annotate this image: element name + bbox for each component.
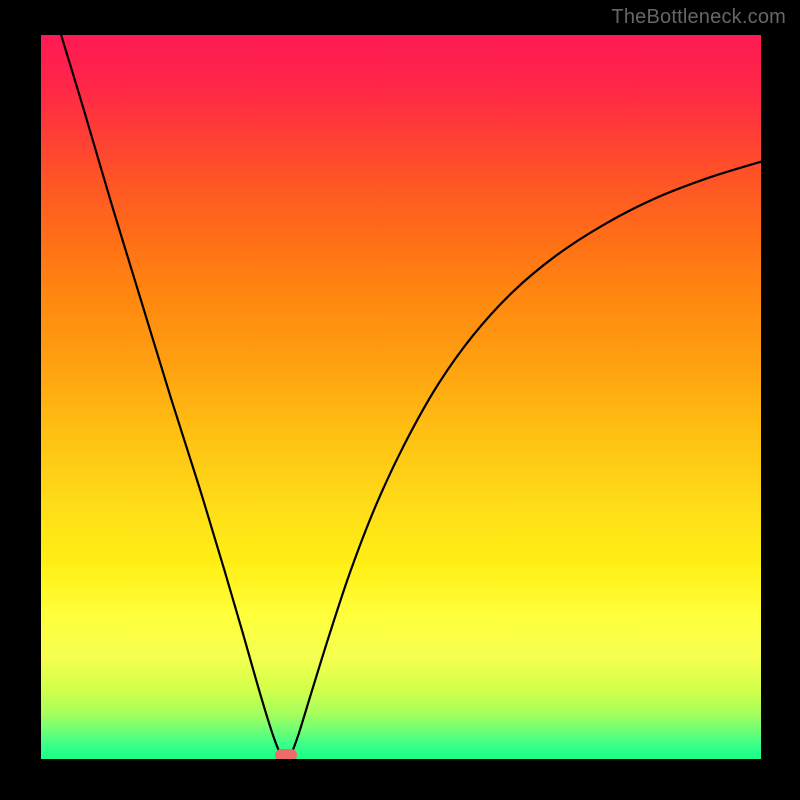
background-gradient [41,35,761,759]
watermark-label: TheBottleneck.com [611,6,786,29]
figure-root: TheBottleneck.com [0,0,800,800]
plot-area [41,35,761,759]
